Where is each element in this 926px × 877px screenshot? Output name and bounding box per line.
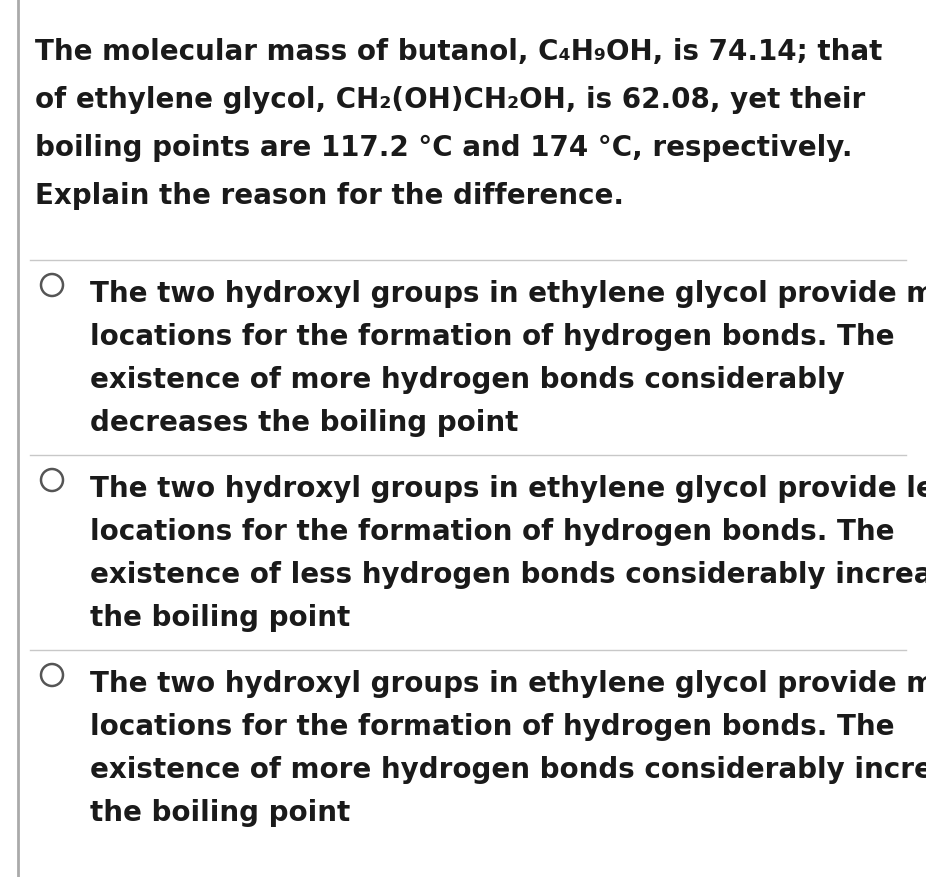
Text: of ethylene glycol, CH₂(OH)CH₂OH, is 62.08, yet their: of ethylene glycol, CH₂(OH)CH₂OH, is 62.… xyxy=(35,86,865,114)
Text: existence of less hydrogen bonds considerably increases: existence of less hydrogen bonds conside… xyxy=(90,561,926,589)
Text: decreases the boiling point: decreases the boiling point xyxy=(90,409,519,437)
Text: Explain the reason for the difference.: Explain the reason for the difference. xyxy=(35,182,624,210)
Text: The molecular mass of butanol, C₄H₉OH, is 74.14; that: The molecular mass of butanol, C₄H₉OH, i… xyxy=(35,38,882,66)
Text: existence of more hydrogen bonds considerably: existence of more hydrogen bonds conside… xyxy=(90,366,845,394)
Text: locations for the formation of hydrogen bonds. The: locations for the formation of hydrogen … xyxy=(90,323,895,351)
Text: existence of more hydrogen bonds considerably increases: existence of more hydrogen bonds conside… xyxy=(90,756,926,784)
Text: locations for the formation of hydrogen bonds. The: locations for the formation of hydrogen … xyxy=(90,518,895,546)
Text: The two hydroxyl groups in ethylene glycol provide more: The two hydroxyl groups in ethylene glyc… xyxy=(90,670,926,698)
Text: locations for the formation of hydrogen bonds. The: locations for the formation of hydrogen … xyxy=(90,713,895,741)
Text: the boiling point: the boiling point xyxy=(90,799,350,827)
Text: The two hydroxyl groups in ethylene glycol provide more: The two hydroxyl groups in ethylene glyc… xyxy=(90,280,926,308)
Text: The two hydroxyl groups in ethylene glycol provide less: The two hydroxyl groups in ethylene glyc… xyxy=(90,475,926,503)
Text: boiling points are 117.2 °C and 174 °C, respectively.: boiling points are 117.2 °C and 174 °C, … xyxy=(35,134,853,162)
Text: the boiling point: the boiling point xyxy=(90,604,350,632)
